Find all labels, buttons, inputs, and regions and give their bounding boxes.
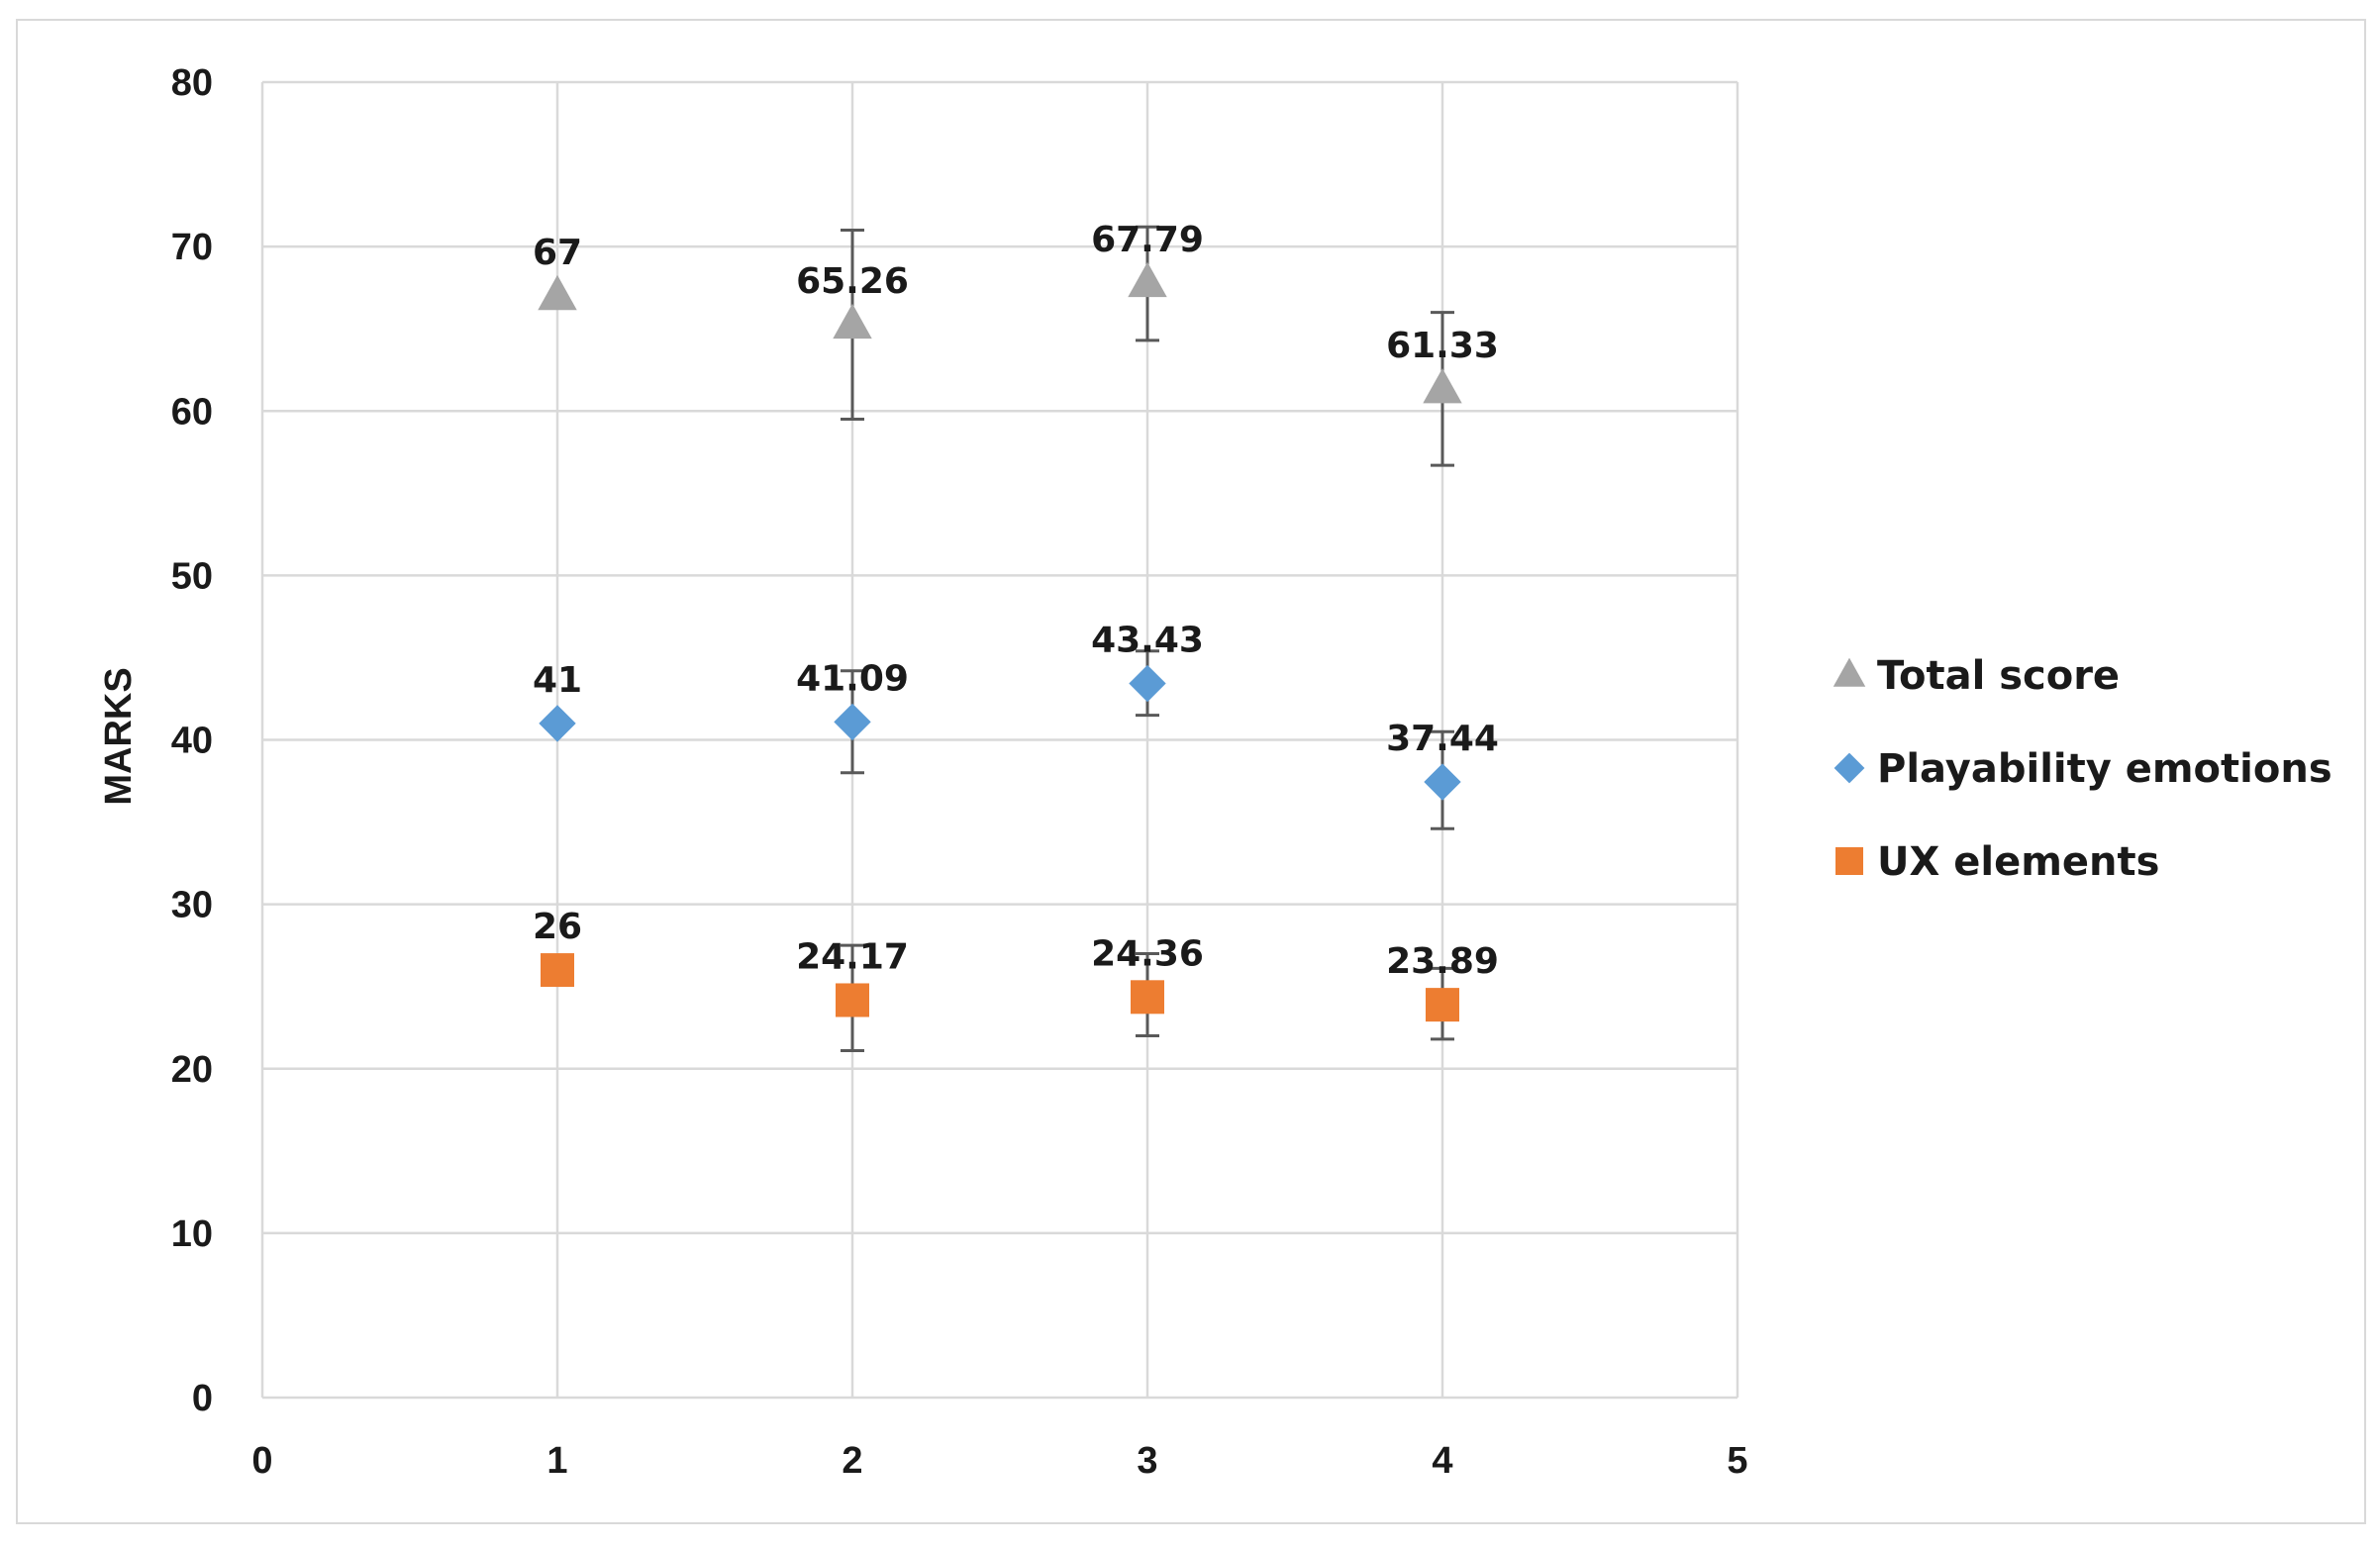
grid-layer bbox=[260, 80, 1739, 1400]
data-point-square-marker bbox=[1131, 980, 1164, 1015]
x-tick-label: 0 bbox=[251, 1440, 272, 1482]
x-tick-label: 3 bbox=[1137, 1440, 1157, 1482]
data-label: 67.79 bbox=[1091, 220, 1204, 260]
legend-square-marker bbox=[1835, 847, 1863, 875]
data-point-triangle-marker bbox=[833, 303, 872, 339]
data-point-square-marker bbox=[541, 953, 574, 988]
data-label: 23.89 bbox=[1386, 941, 1499, 982]
y-tick-label: 20 bbox=[171, 1049, 213, 1091]
data-label: 65.26 bbox=[796, 261, 909, 302]
x-tick-label: 2 bbox=[842, 1440, 862, 1482]
x-tick-label: 1 bbox=[546, 1440, 567, 1482]
data-label: 61.33 bbox=[1386, 326, 1499, 366]
data-point-diamond-marker bbox=[1424, 763, 1461, 801]
y-tick-label: 60 bbox=[171, 391, 213, 433]
y-axis: 0 10 20 30 40 50 60 70 80 bbox=[171, 62, 213, 1419]
chart-frame bbox=[16, 19, 2366, 1524]
x-axis: 0 1 2 3 4 5 bbox=[251, 1440, 1747, 1482]
data-label: 67 bbox=[533, 233, 582, 273]
y-tick-label: 30 bbox=[171, 885, 213, 926]
data-label: 43.43 bbox=[1091, 621, 1204, 661]
data-point-diamond-marker bbox=[539, 705, 576, 742]
data-label: 24.36 bbox=[1091, 933, 1204, 974]
data-point-diamond-marker bbox=[834, 703, 871, 741]
y-tick-label: 70 bbox=[171, 227, 213, 268]
y-tick-label: 50 bbox=[171, 555, 213, 597]
data-points bbox=[538, 261, 1462, 1022]
x-tick-label: 5 bbox=[1727, 1440, 1747, 1482]
data-label: 41 bbox=[533, 660, 582, 701]
legend: Total score Playability emotions UX elemen… bbox=[1833, 653, 2332, 885]
legend-label: UX elements bbox=[1877, 839, 2159, 885]
data-label: 24.17 bbox=[796, 936, 909, 977]
y-axis-title: MARKS bbox=[98, 667, 140, 805]
data-point-triangle-marker bbox=[1128, 261, 1167, 298]
data-label: 26 bbox=[533, 907, 582, 947]
y-tick-label: 10 bbox=[171, 1213, 213, 1255]
y-tick-label: 40 bbox=[171, 721, 213, 762]
data-label: 37.44 bbox=[1386, 719, 1499, 759]
data-labels: 67 65.26 67.79 61.33 41 41.09 43.43 37.44 26 24.1… bbox=[533, 220, 1499, 982]
legend-triangle-marker bbox=[1833, 657, 1866, 687]
data-point-square-marker bbox=[1426, 988, 1459, 1022]
data-point-triangle-marker bbox=[538, 274, 577, 311]
legend-label: Total score bbox=[1877, 653, 2120, 699]
x-tick-label: 4 bbox=[1432, 1440, 1452, 1482]
legend-diamond-marker bbox=[1834, 752, 1865, 784]
data-point-triangle-marker bbox=[1423, 368, 1462, 404]
legend-label: Playability emotions bbox=[1877, 746, 2332, 792]
data-point-square-marker bbox=[836, 983, 869, 1017]
y-tick-label: 0 bbox=[192, 1378, 213, 1419]
data-point-diamond-marker bbox=[1129, 664, 1166, 703]
data-label: 41.09 bbox=[796, 658, 909, 699]
y-tick-label: 80 bbox=[171, 62, 213, 104]
